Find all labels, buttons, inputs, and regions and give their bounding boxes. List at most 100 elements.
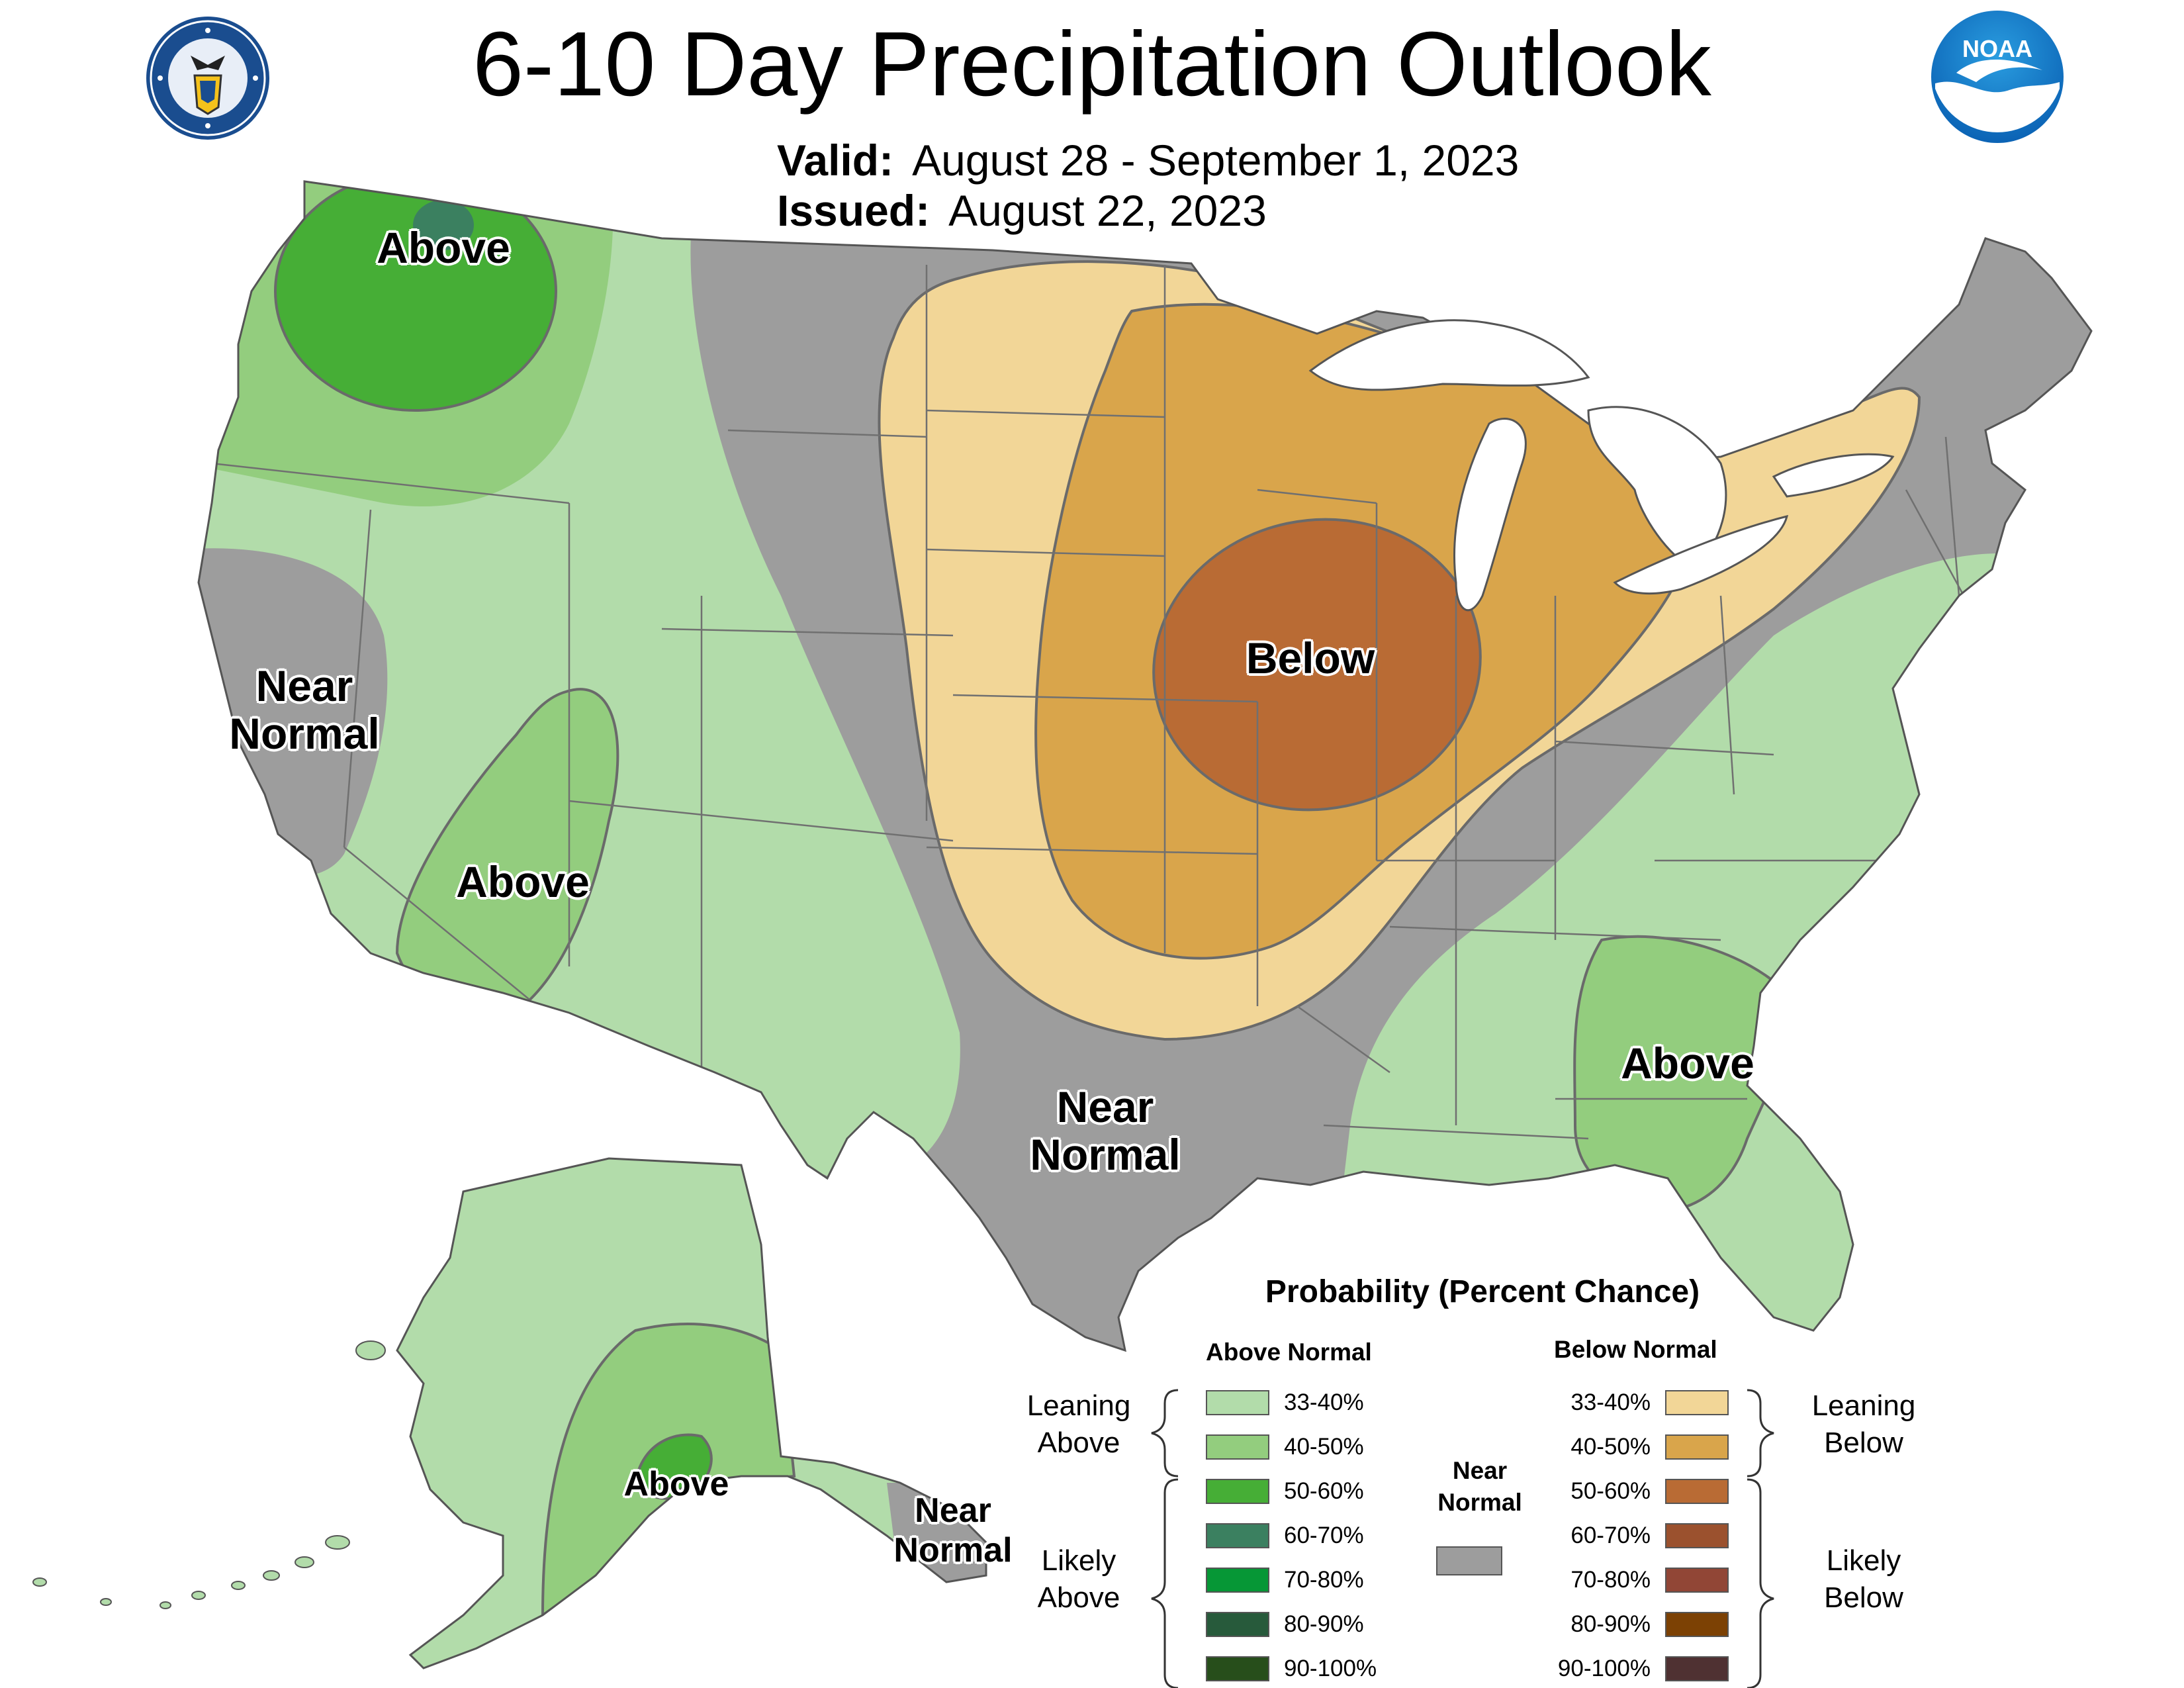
noaa-logo-text: NOAA (1962, 35, 2032, 62)
lake-superior (1308, 319, 1590, 391)
issued-label: Issued: (777, 186, 931, 235)
legend-swatch (1206, 1656, 1269, 1681)
pnw-50-60-above-region (274, 181, 557, 412)
legend-below-row: 60-70% (1538, 1518, 1729, 1554)
legend-swatch (1665, 1612, 1729, 1637)
conus-outline (197, 180, 2093, 1352)
great-basin-above-label: Above (456, 857, 590, 906)
legend-above-row: 33-40% (1206, 1385, 1364, 1421)
leaning-below-word1: Leaning (1811, 1389, 1916, 1422)
legend-range-label: 60-70% (1570, 1523, 1651, 1548)
legend-above-row: 90-100% (1206, 1651, 1377, 1687)
valid-date-line: Valid: August 28 - September 1, 2023 (777, 135, 1519, 185)
issued-value: August 22, 2023 (948, 186, 1267, 235)
legend-above-row: 50-60% (1206, 1474, 1364, 1509)
legend-range-label: 33-40% (1284, 1389, 1364, 1415)
alaska-outline (396, 1157, 987, 1669)
issued-date-line: Issued: August 22, 2023 (777, 185, 1267, 236)
lake-erie (1613, 514, 1789, 594)
leaning-below-side-label: Leaning Below (1797, 1387, 1930, 1462)
near-normal-legend-label: Near Normal (1414, 1455, 1546, 1519)
legend-swatch (1206, 1568, 1269, 1593)
se-alaska-normal-label: Normal (893, 1531, 1013, 1570)
legend-above-normal-header: Above Normal (1206, 1338, 1372, 1366)
legend-above-row: 60-70% (1206, 1518, 1364, 1554)
legend-swatch (1665, 1434, 1729, 1460)
legend-swatch (1665, 1390, 1729, 1415)
aleutian-islands (32, 1340, 386, 1609)
legend-braces (1151, 1389, 1774, 1688)
se-alaska-near-label: Near (915, 1491, 991, 1530)
legend-range-label: 70-80% (1284, 1567, 1364, 1593)
legend-swatch (1206, 1612, 1269, 1637)
likely-above-side-label: Likely Above (1013, 1542, 1145, 1617)
state-boundaries (211, 265, 1987, 1140)
leaning-above-brace (1151, 1389, 1179, 1477)
leaning-below-word2: Below (1824, 1427, 1903, 1459)
legend-above-row: 40-50% (1206, 1429, 1364, 1465)
legend-swatch (1206, 1390, 1269, 1415)
legend-above-row: 80-90% (1206, 1607, 1364, 1642)
southeast-above-label: Above (1621, 1039, 1754, 1088)
legend-swatch (1665, 1523, 1729, 1548)
likely-below-word2: Below (1824, 1581, 1903, 1614)
legend-range-label: 90-100% (1557, 1656, 1651, 1681)
likely-above-word2: Above (1037, 1581, 1120, 1614)
legend-below-row: 33-40% (1538, 1385, 1729, 1421)
california-near-label: Near (255, 661, 353, 710)
likely-above-word1: Likely (1041, 1544, 1116, 1577)
california-near-normal-label: Near Normal (199, 662, 410, 757)
valid-value: August 28 - September 1, 2023 (912, 136, 1520, 185)
legend-below-row: 90-100% (1538, 1651, 1729, 1687)
southern-plains-near-normal-label: Near Normal (993, 1083, 1218, 1178)
pnw-above-label: Above (377, 223, 510, 272)
legend-swatch (1206, 1479, 1269, 1504)
legend-below-normal-header: Below Normal (1554, 1336, 1717, 1363)
legend-below-row: 40-50% (1538, 1429, 1729, 1465)
legend-range-label: 50-60% (1570, 1478, 1651, 1504)
legend-below-row: 80-90% (1538, 1607, 1729, 1642)
southern-plains-near-label: Near (1056, 1082, 1154, 1131)
department-of-commerce-seal-icon (146, 17, 269, 140)
legend-below-row: 70-80% (1538, 1562, 1729, 1598)
likely-below-brace (1747, 1478, 1774, 1688)
legend-range-label: 33-40% (1570, 1389, 1651, 1415)
leaning-above-word1: Leaning (1026, 1389, 1131, 1422)
legend-swatch (1665, 1656, 1729, 1681)
leaning-below-brace (1747, 1389, 1774, 1477)
legend-range-label: 50-60% (1284, 1478, 1364, 1504)
southeast-40-50-above-region (1573, 935, 1792, 1213)
valid-label: Valid: (777, 136, 894, 185)
california-normal-label: Normal (229, 709, 380, 758)
midwest-below-label: Below (1246, 633, 1375, 682)
legend-title: Probability (Percent Chance) (1265, 1274, 1700, 1309)
alaska-above-label: Above (623, 1465, 729, 1503)
legend-range-label: 40-50% (1570, 1434, 1651, 1460)
legend-range-label: 70-80% (1570, 1567, 1651, 1593)
pnw-60-70-above-region (413, 200, 474, 250)
great-lakes (1308, 319, 1895, 612)
leaning-above-word2: Above (1037, 1427, 1120, 1459)
legend-range-label: 40-50% (1284, 1434, 1364, 1460)
leaning-above-side-label: Leaning Above (1013, 1387, 1145, 1462)
legend-range-label: 90-100% (1284, 1656, 1377, 1681)
near-normal-swatch (1436, 1546, 1502, 1575)
southern-plains-normal-label: Normal (1030, 1130, 1181, 1179)
likely-below-word1: Likely (1826, 1544, 1901, 1577)
legend-swatch (1206, 1434, 1269, 1460)
legend-range-label: 80-90% (1284, 1611, 1364, 1637)
likely-above-brace (1151, 1478, 1179, 1688)
near-normal-word1: Near (1452, 1457, 1508, 1484)
near-normal-word2: Normal (1437, 1489, 1522, 1516)
lake-michigan (1453, 418, 1527, 612)
lake-ontario (1772, 453, 1895, 498)
legend-swatch (1665, 1479, 1729, 1504)
legend-range-label: 60-70% (1284, 1523, 1364, 1548)
se-alaska-near-normal-label: Near Normal (874, 1491, 1032, 1570)
legend-below-row: 50-60% (1538, 1474, 1729, 1509)
noaa-logo-icon: NOAA (1931, 11, 2064, 143)
map-title: 6-10 Day Precipitation Outlook (473, 13, 1711, 115)
legend-swatch (1665, 1568, 1729, 1593)
legend-above-row: 70-80% (1206, 1562, 1364, 1598)
